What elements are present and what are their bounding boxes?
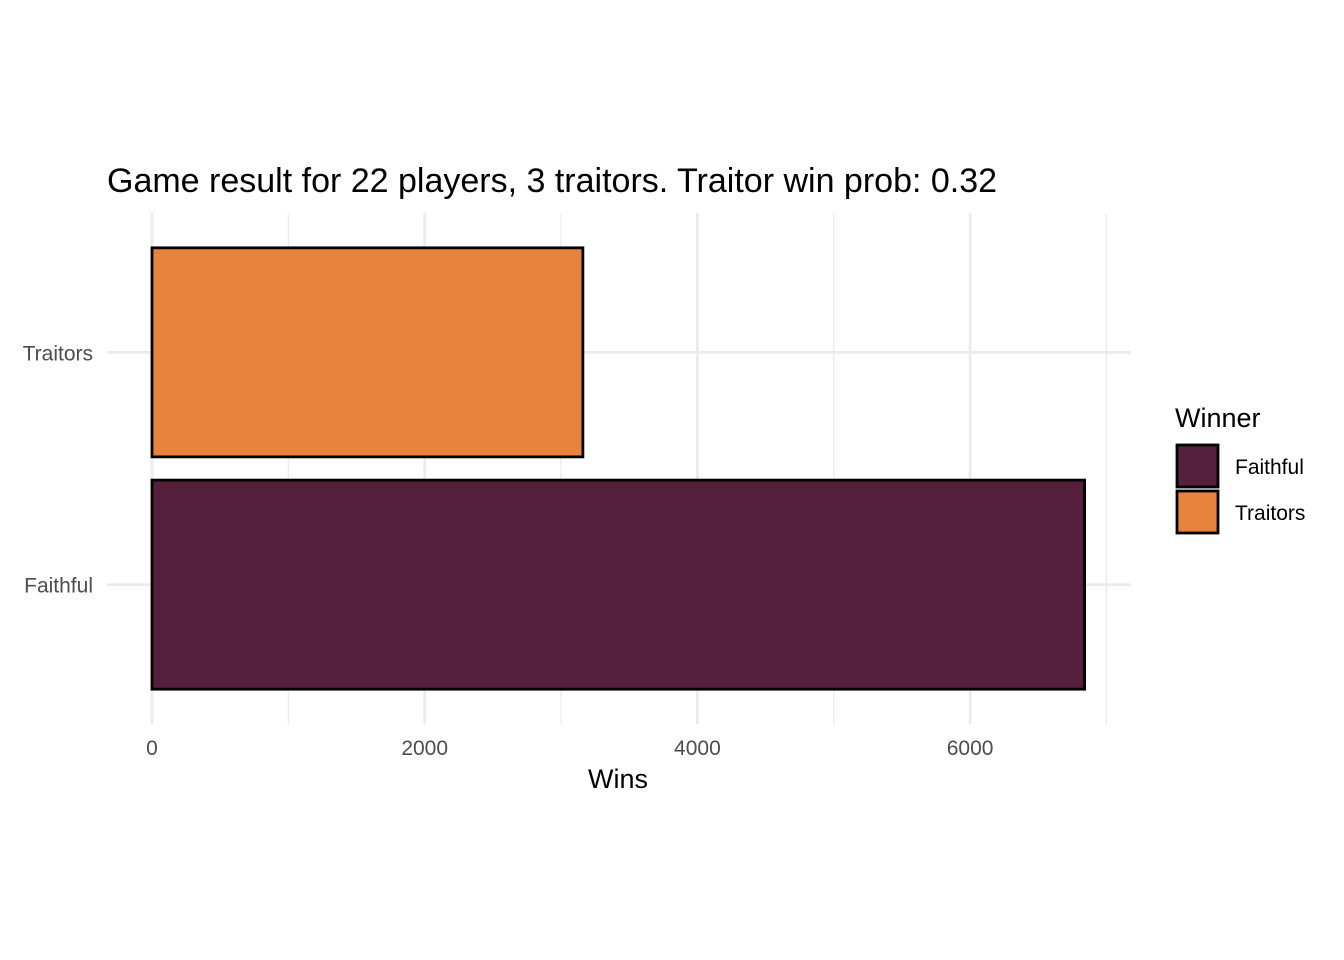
legend-label-faithful: Faithful (1235, 456, 1304, 479)
bar-faithful (150, 478, 1087, 691)
legend-title: Winner (1175, 403, 1261, 433)
y-axis-tick-labels: Faithful Traitors (23, 342, 93, 597)
x-tick-label: 4000 (674, 737, 721, 760)
bar-traitors (150, 246, 585, 459)
x-axis-tick-labels: 0 2000 4000 6000 (146, 737, 993, 760)
legend: Winner Faithful Traitors (1175, 403, 1305, 535)
x-axis-title: Wins (588, 764, 648, 794)
legend-swatch-faithful (1175, 443, 1220, 489)
x-tick-label: 6000 (947, 737, 994, 760)
legend-items: Faithful Traitors (1175, 443, 1305, 535)
y-tick-label-faithful: Faithful (24, 575, 93, 598)
bars (150, 246, 1087, 691)
x-tick-label: 0 (146, 737, 158, 760)
y-tick-label-traitors: Traitors (23, 342, 93, 365)
legend-swatch-traitors (1175, 489, 1220, 535)
legend-label-traitors: Traitors (1235, 502, 1305, 525)
x-tick-label: 2000 (401, 737, 448, 760)
chart-title: Game result for 22 players, 3 traitors. … (107, 162, 997, 200)
